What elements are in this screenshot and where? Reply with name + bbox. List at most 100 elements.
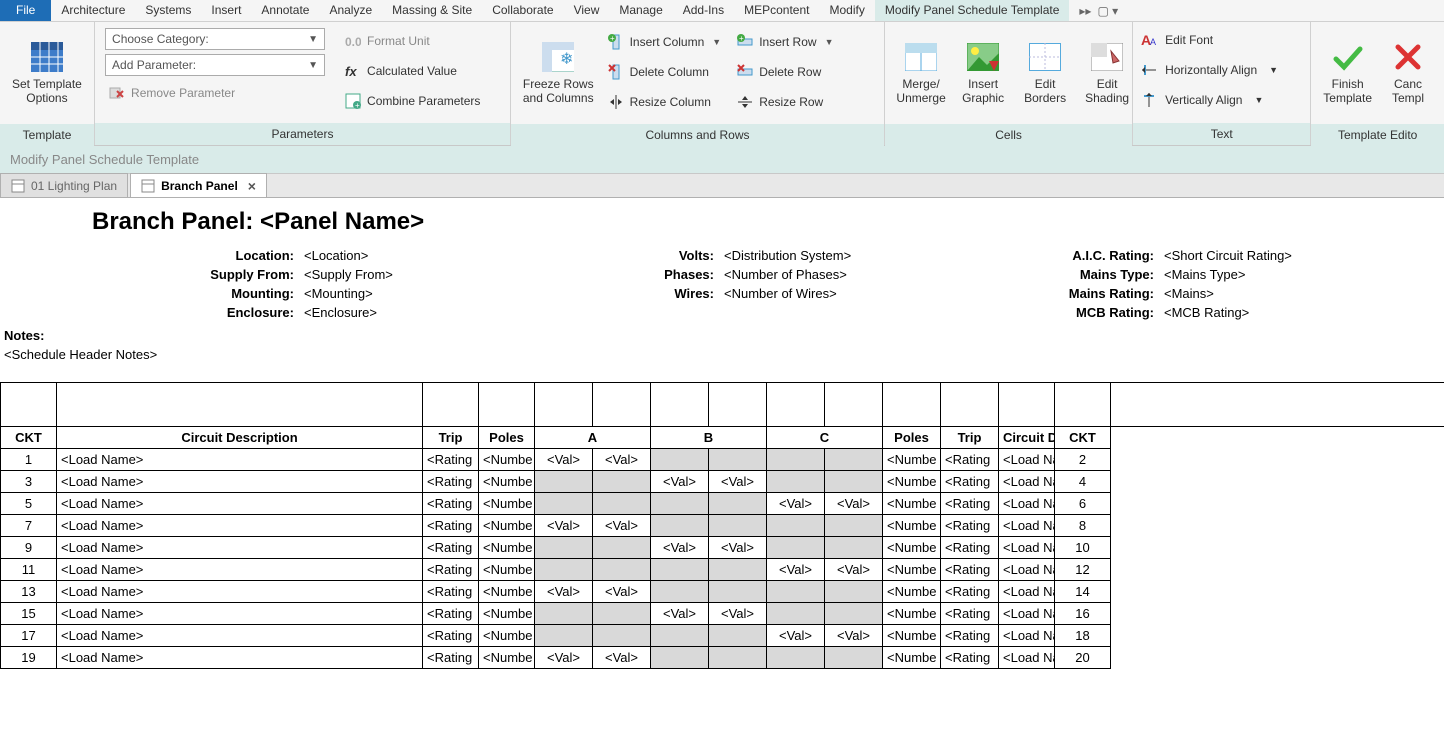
cell[interactable]: <Rating — [423, 515, 479, 537]
header-empty[interactable] — [999, 383, 1055, 427]
cell[interactable]: <Val> — [535, 647, 593, 669]
play-icon[interactable]: ▸▸ — [1079, 4, 1091, 18]
cell[interactable]: 16 — [1055, 603, 1111, 625]
cell[interactable]: <Rating — [423, 559, 479, 581]
cell[interactable]: <Rating — [423, 449, 479, 471]
cell[interactable]: <Rating — [941, 471, 999, 493]
cell[interactable] — [651, 559, 709, 581]
cell[interactable] — [651, 625, 709, 647]
cell[interactable] — [709, 515, 767, 537]
cell[interactable]: 4 — [1055, 471, 1111, 493]
add-parameter-select[interactable]: Add Parameter:▼ — [105, 54, 325, 76]
table-row[interactable]: 5<Load Name><Rating<Numbe<Val><Val><Numb… — [1, 493, 1444, 515]
cell[interactable]: <Val> — [709, 471, 767, 493]
cell[interactable] — [825, 603, 883, 625]
cell[interactable]: <Load Name> — [999, 559, 1055, 581]
cell[interactable]: <Rating — [423, 493, 479, 515]
cell[interactable] — [825, 471, 883, 493]
cell[interactable]: <Val> — [535, 449, 593, 471]
table-row[interactable]: 7<Load Name><Rating<Numbe<Val><Val><Numb… — [1, 515, 1444, 537]
menu-massing-site[interactable]: Massing & Site — [382, 0, 482, 21]
btn-set-template-options[interactable]: Set TemplateOptions — [6, 26, 88, 120]
header-empty[interactable] — [883, 383, 941, 427]
btn-remove-parameter[interactable]: Remove Parameter — [105, 80, 325, 106]
cell[interactable] — [709, 493, 767, 515]
cell[interactable]: <Rating — [941, 537, 999, 559]
cell[interactable] — [825, 581, 883, 603]
cell[interactable] — [767, 449, 825, 471]
cell[interactable] — [593, 493, 651, 515]
cell[interactable]: <Val> — [709, 537, 767, 559]
cell[interactable]: <Load Name> — [57, 515, 423, 537]
menu-modify-panel-schedule-template[interactable]: Modify Panel Schedule Template — [875, 0, 1070, 21]
cell[interactable] — [535, 537, 593, 559]
header-empty[interactable] — [535, 383, 593, 427]
table-row[interactable]: 19<Load Name><Rating<Numbe<Val><Val><Num… — [1, 647, 1444, 669]
val-mains-rating[interactable]: <Mains> — [1160, 284, 1444, 303]
cell[interactable] — [535, 471, 593, 493]
cell[interactable]: <Load Name> — [57, 537, 423, 559]
menu-insert[interactable]: Insert — [201, 0, 251, 21]
cell[interactable]: <Numbe — [883, 559, 941, 581]
cell[interactable]: <Load Name> — [999, 625, 1055, 647]
cell[interactable]: <Numbe — [479, 537, 535, 559]
menu-annotate[interactable]: Annotate — [251, 0, 319, 21]
cell[interactable] — [651, 515, 709, 537]
cell[interactable]: <Load Name> — [57, 449, 423, 471]
col-header[interactable]: Trip — [941, 427, 999, 449]
cell[interactable]: <Val> — [709, 603, 767, 625]
cell[interactable]: <Load Name> — [999, 603, 1055, 625]
table-row[interactable]: 17<Load Name><Rating<Numbe<Val><Val><Num… — [1, 625, 1444, 647]
table-row[interactable]: 15<Load Name><Rating<Numbe<Val><Val><Num… — [1, 603, 1444, 625]
cell[interactable] — [651, 493, 709, 515]
btn-cancel-template[interactable]: CancTempl — [1378, 26, 1438, 120]
cell[interactable] — [593, 625, 651, 647]
cell[interactable]: <Rating — [941, 603, 999, 625]
btn-insert-column[interactable]: +Insert Column▼ — [604, 28, 726, 56]
cell[interactable]: 19 — [1, 647, 57, 669]
btn-format-unit[interactable]: 0.0 Format Unit — [341, 28, 484, 54]
cell[interactable] — [535, 603, 593, 625]
col-header[interactable]: CKT — [1055, 427, 1111, 449]
cell[interactable] — [709, 581, 767, 603]
tab-01-lighting-plan[interactable]: 01 Lighting Plan — [0, 173, 128, 197]
cell[interactable]: 3 — [1, 471, 57, 493]
cell[interactable] — [709, 449, 767, 471]
choose-category-select[interactable]: Choose Category:▼ — [105, 28, 325, 50]
btn-h-align[interactable]: Horizontally Align▼ — [1141, 56, 1278, 84]
cell[interactable]: <Numbe — [479, 493, 535, 515]
menu-modify[interactable]: Modify — [819, 0, 874, 21]
val-wires[interactable]: <Number of Wires> — [720, 284, 960, 303]
cell[interactable]: <Val> — [767, 625, 825, 647]
btn-combine-parameters[interactable]: + Combine Parameters — [341, 88, 484, 114]
cell[interactable]: <Load Name> — [999, 471, 1055, 493]
cell[interactable]: <Load Name> — [57, 581, 423, 603]
cell[interactable]: <Numbe — [883, 471, 941, 493]
val-enclosure[interactable]: <Enclosure> — [300, 303, 540, 322]
btn-freeze[interactable]: ❄ Freeze Rowsand Columns — [517, 26, 600, 120]
cell[interactable]: 13 — [1, 581, 57, 603]
cell[interactable]: <Rating — [423, 537, 479, 559]
cell[interactable]: <Rating — [423, 647, 479, 669]
header-empty[interactable] — [767, 383, 825, 427]
cell[interactable]: <Rating — [423, 581, 479, 603]
cell[interactable]: <Rating — [423, 625, 479, 647]
cell[interactable] — [593, 559, 651, 581]
cell[interactable] — [651, 647, 709, 669]
cell[interactable]: <Val> — [825, 559, 883, 581]
cell[interactable]: <Load Name> — [57, 559, 423, 581]
cell[interactable] — [593, 471, 651, 493]
cell[interactable] — [825, 537, 883, 559]
cell[interactable]: <Load Name> — [57, 625, 423, 647]
cell[interactable] — [535, 625, 593, 647]
cell[interactable]: <Numbe — [883, 625, 941, 647]
cell[interactable]: <Load Name> — [999, 537, 1055, 559]
cell[interactable]: <Rating — [941, 559, 999, 581]
col-header[interactable]: C — [767, 427, 883, 449]
cell[interactable] — [825, 515, 883, 537]
val-aic[interactable]: <Short Circuit Rating> — [1160, 246, 1444, 265]
cell[interactable] — [709, 559, 767, 581]
header-empty[interactable] — [941, 383, 999, 427]
btn-calculated-value[interactable]: fx Calculated Value — [341, 58, 484, 84]
cell[interactable] — [535, 559, 593, 581]
